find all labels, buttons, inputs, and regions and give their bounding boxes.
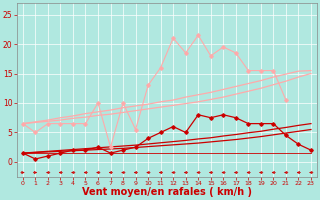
X-axis label: Vent moyen/en rafales ( km/h ): Vent moyen/en rafales ( km/h ) (82, 187, 252, 197)
